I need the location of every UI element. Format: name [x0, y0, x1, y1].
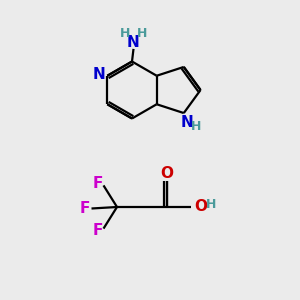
- Text: F: F: [92, 176, 103, 191]
- Text: N: N: [127, 35, 140, 50]
- Text: F: F: [92, 223, 103, 238]
- Text: N: N: [92, 67, 105, 82]
- Text: H: H: [206, 198, 217, 212]
- Text: H: H: [120, 27, 130, 40]
- Text: F: F: [80, 201, 90, 216]
- Text: O: O: [195, 199, 208, 214]
- Text: N: N: [180, 115, 193, 130]
- Text: O: O: [160, 167, 173, 182]
- Text: H: H: [137, 27, 147, 40]
- Text: H: H: [191, 120, 202, 133]
